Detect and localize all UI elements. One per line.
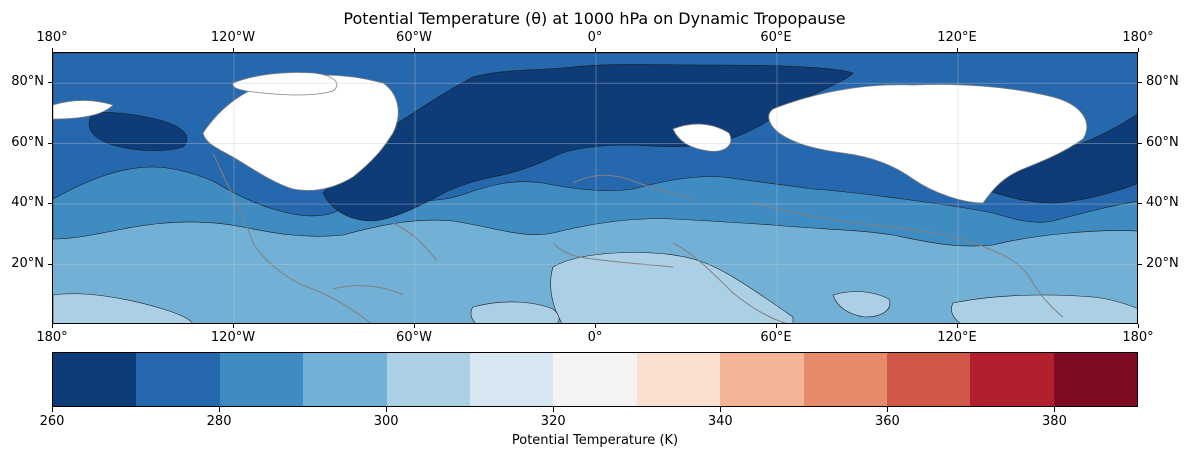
mask-canada-islands	[232, 72, 338, 96]
colorbar-segment	[886, 353, 971, 406]
longitude-tick-label: 180°	[1122, 30, 1154, 45]
colorbar-tick-label: 260	[39, 414, 65, 429]
longitude-tick-label: 180°	[1122, 330, 1154, 345]
band-300-310-indian	[832, 291, 891, 318]
band-300-310-atlantic	[470, 301, 560, 323]
longitude-tick-label: 120°E	[937, 30, 977, 45]
map-title: Potential Temperature (θ) at 1000 hPa on…	[343, 9, 846, 28]
longitude-tick	[595, 324, 596, 328]
latitude-tick	[48, 263, 52, 265]
colorbar-segment	[1053, 353, 1138, 406]
longitude-tick	[233, 48, 234, 52]
colorbar-tick	[887, 407, 889, 412]
mask-alaska-west	[53, 100, 114, 120]
colorbar-segment	[53, 353, 137, 406]
latitude-tick-label: 20°N	[1146, 255, 1179, 271]
longitude-tick-label: 120°E	[937, 330, 977, 345]
colorbar-segment	[136, 353, 220, 406]
map-panel	[52, 52, 1138, 324]
longitude-tick	[1138, 324, 1139, 328]
colorbar-tick-label: 360	[874, 414, 900, 429]
latitude-tick-label: 40°N	[11, 195, 44, 211]
colorbar	[52, 352, 1138, 407]
longitude-tick	[957, 48, 958, 52]
longitude-tick	[52, 48, 53, 52]
colorbar-segment	[553, 353, 637, 406]
colorbar-tick	[1054, 407, 1056, 412]
latitude-tick-label: 80°N	[1146, 74, 1179, 90]
longitude-tick-label: 120°W	[210, 30, 256, 45]
latitude-tick	[48, 203, 52, 205]
colorbar-tick	[553, 407, 555, 412]
contour-map	[53, 53, 1137, 323]
colorbar-tick	[219, 407, 221, 412]
longitude-tick-label: 60°E	[760, 30, 792, 45]
latitude-tick	[48, 82, 52, 84]
longitude-tick	[1138, 48, 1139, 52]
longitude-tick	[233, 324, 234, 328]
latitude-tick	[48, 142, 52, 144]
longitude-tick-label: 0°	[587, 330, 603, 345]
longitude-tick-label: 180°	[36, 330, 68, 345]
longitude-tick-label: 60°E	[760, 330, 792, 345]
colorbar-tick-label: 280	[206, 414, 232, 429]
colorbar-label: Potential Temperature (K)	[511, 433, 679, 448]
latitude-tick-label: 20°N	[11, 255, 44, 271]
colorbar-tick-label: 320	[540, 414, 566, 429]
coastline-americas	[212, 152, 438, 323]
longitude-tick	[776, 324, 777, 328]
longitude-tick	[776, 48, 777, 52]
latitude-tick-label: 60°N	[1146, 134, 1179, 150]
latitude-tick-label: 60°N	[11, 134, 44, 150]
colorbar-segment	[303, 353, 387, 406]
longitude-tick-label: 180°	[36, 30, 68, 45]
colorbar-segment	[469, 353, 554, 406]
band-300-310-pacific-west	[53, 293, 193, 323]
mask-scandinavia	[672, 123, 732, 152]
latitude-tick-label: 40°N	[1146, 195, 1179, 211]
band-300-310-sahara	[550, 252, 794, 323]
latitude-tick	[1138, 142, 1142, 144]
longitude-tick	[52, 324, 53, 328]
longitude-tick	[595, 48, 596, 52]
colorbar-tick	[720, 407, 722, 412]
longitude-tick	[414, 48, 415, 52]
latitude-tick	[1138, 203, 1142, 205]
band-300-310-tropics-east	[951, 294, 1137, 323]
band-260-270-alaska	[88, 112, 188, 151]
colorbar-tick-label: 380	[1042, 414, 1067, 429]
longitude-tick-label: 60°W	[396, 330, 432, 345]
coastline-europe-africa	[552, 174, 787, 323]
colorbar-segment	[386, 353, 470, 406]
latitude-tick	[1138, 263, 1142, 265]
longitude-tick	[957, 324, 958, 328]
graticule	[53, 53, 1137, 323]
colorbar-tick-label: 300	[373, 414, 399, 429]
colorbar-segment	[720, 353, 804, 406]
longitude-tick	[414, 324, 415, 328]
longitude-tick-label: 60°W	[396, 30, 432, 45]
longitude-tick-label: 0°	[587, 30, 603, 45]
latitude-tick	[1138, 82, 1142, 84]
colorbar-tick	[386, 407, 388, 412]
colorbar-segment	[219, 353, 304, 406]
colorbar-segment	[803, 353, 887, 406]
latitude-tick-label: 80°N	[11, 74, 44, 90]
colorbar-tick-label: 340	[707, 414, 733, 429]
colorbar-segment	[636, 353, 721, 406]
colorbar-segment	[970, 353, 1054, 406]
coastline-asia	[752, 202, 1064, 318]
longitude-tick-label: 120°W	[210, 330, 256, 345]
colorbar-tick	[52, 407, 53, 412]
